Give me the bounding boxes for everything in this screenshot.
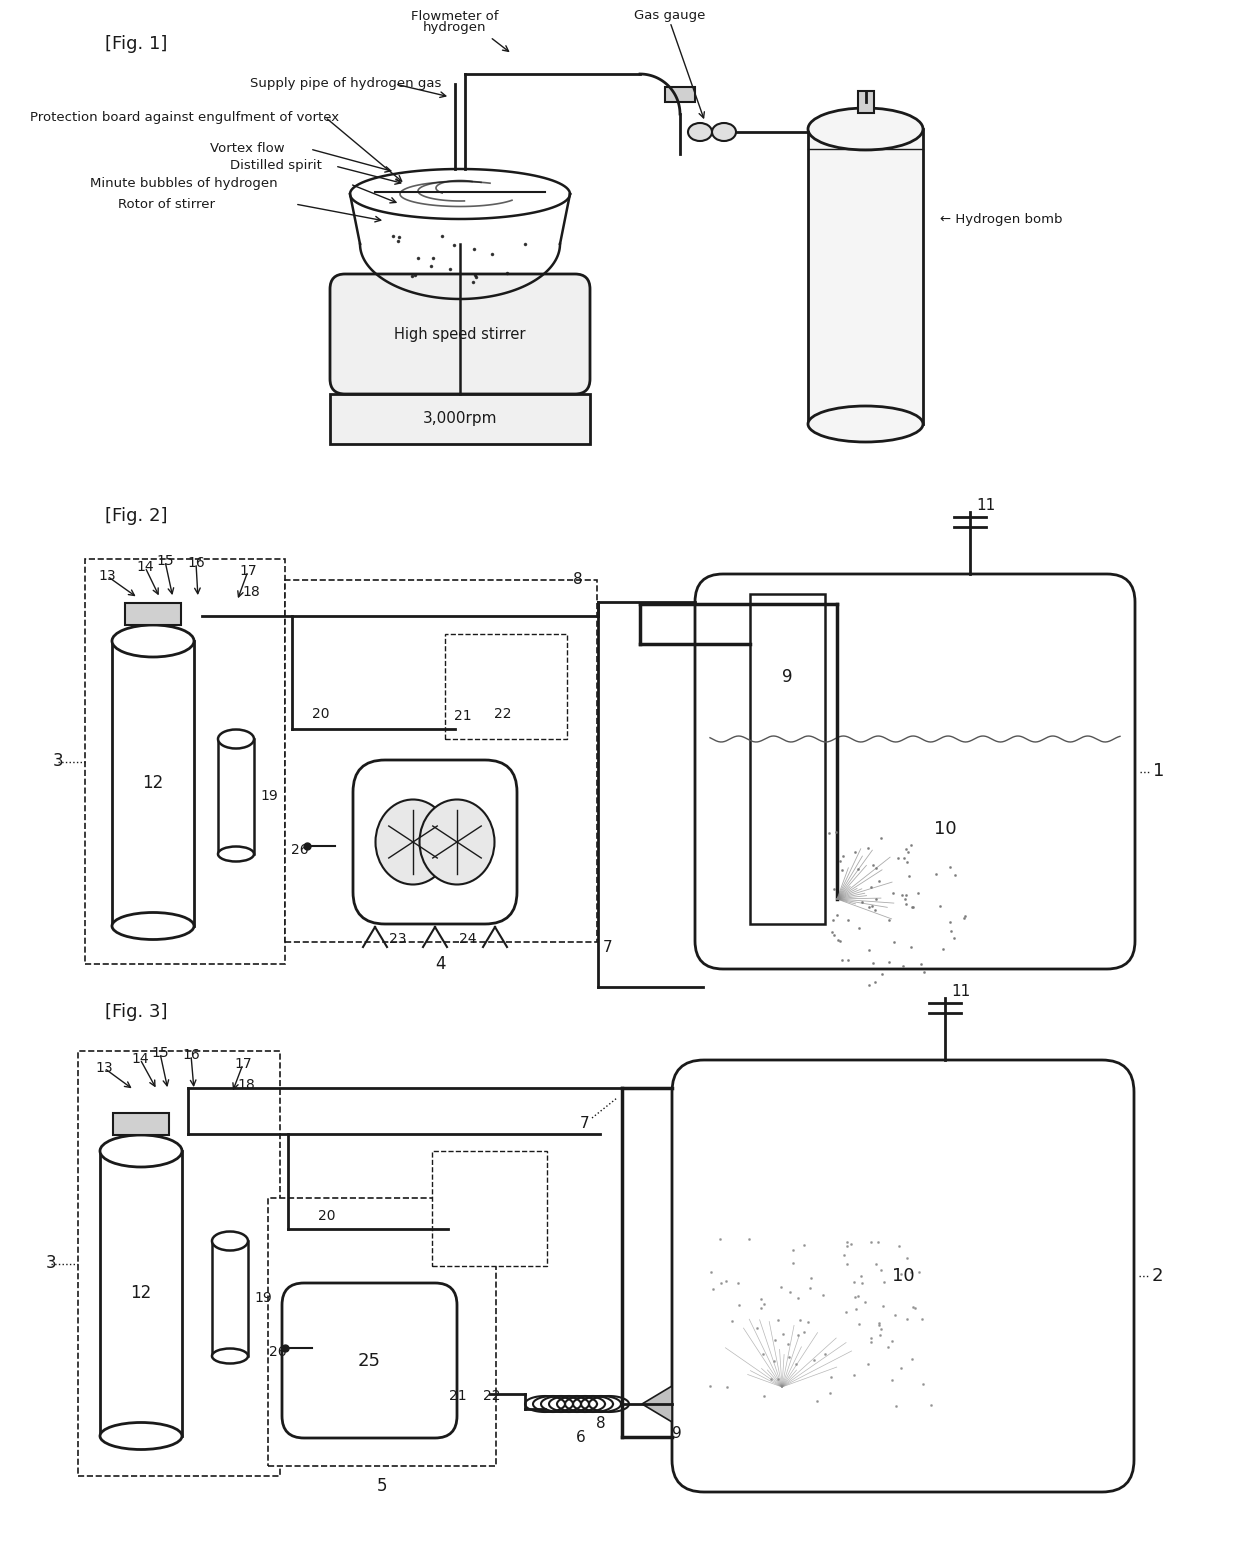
Bar: [432, 1151, 547, 1265]
Text: 26: 26: [269, 1345, 286, 1359]
Text: 14: 14: [136, 560, 154, 574]
Bar: [285, 580, 596, 942]
FancyBboxPatch shape: [330, 274, 590, 394]
Text: 24: 24: [459, 932, 476, 946]
Bar: [112, 641, 193, 926]
Text: 21: 21: [454, 708, 471, 723]
Text: Distilled spirit: Distilled spirit: [229, 160, 322, 172]
Text: 3,000rpm: 3,000rpm: [423, 411, 497, 427]
Bar: [808, 128, 923, 424]
Bar: [330, 394, 590, 444]
Text: 17: 17: [234, 1057, 252, 1071]
Ellipse shape: [100, 1135, 182, 1167]
FancyBboxPatch shape: [672, 1060, 1135, 1492]
Ellipse shape: [100, 1423, 182, 1450]
Text: Vortex flow: Vortex flow: [210, 142, 285, 155]
Text: hydrogen: hydrogen: [423, 22, 487, 34]
Text: Rotor of stirrer: Rotor of stirrer: [118, 197, 215, 211]
Text: 10: 10: [934, 820, 956, 838]
Bar: [858, 91, 873, 113]
Text: 10: 10: [892, 1267, 914, 1286]
Text: 23: 23: [389, 932, 407, 946]
Text: 13: 13: [95, 1060, 113, 1074]
Bar: [665, 88, 694, 102]
Bar: [268, 1198, 496, 1465]
Text: 18: 18: [242, 585, 260, 599]
Text: [Fig. 3]: [Fig. 3]: [105, 1003, 167, 1021]
Text: 15: 15: [151, 1046, 169, 1060]
Text: 22: 22: [484, 1389, 501, 1403]
Bar: [212, 1240, 248, 1356]
Text: 4: 4: [435, 956, 446, 973]
Text: 5: 5: [377, 1476, 387, 1495]
Text: 3: 3: [52, 752, 63, 771]
Text: 8: 8: [596, 1417, 605, 1431]
Text: 2: 2: [1152, 1267, 1163, 1286]
Text: 12: 12: [130, 1284, 151, 1303]
Ellipse shape: [419, 799, 495, 885]
Text: 25: 25: [358, 1351, 381, 1370]
Text: 15: 15: [156, 554, 174, 568]
Bar: [100, 1151, 182, 1436]
Ellipse shape: [212, 1231, 248, 1251]
Bar: [750, 594, 825, 924]
Text: 12: 12: [143, 774, 164, 793]
Text: 26: 26: [291, 843, 309, 857]
Ellipse shape: [808, 407, 923, 443]
Text: 17: 17: [239, 565, 257, 579]
Text: 8: 8: [573, 572, 583, 588]
Text: Protection board against engulfment of vortex: Protection board against engulfment of v…: [30, 111, 339, 124]
Text: 6: 6: [577, 1431, 585, 1445]
Text: Flowmeter of: Flowmeter of: [412, 9, 498, 22]
Ellipse shape: [218, 846, 254, 862]
Text: 13: 13: [98, 569, 115, 583]
FancyBboxPatch shape: [281, 1282, 458, 1437]
Text: 3: 3: [46, 1254, 56, 1273]
Text: 14: 14: [131, 1053, 149, 1067]
Text: [Fig. 1]: [Fig. 1]: [105, 34, 167, 53]
Text: 18: 18: [237, 1078, 255, 1092]
Text: 21: 21: [449, 1389, 466, 1403]
Text: 16: 16: [187, 555, 205, 569]
FancyBboxPatch shape: [694, 574, 1135, 970]
Ellipse shape: [808, 108, 923, 150]
Bar: [125, 604, 181, 626]
Text: 9: 9: [782, 668, 792, 685]
Text: [Fig. 2]: [Fig. 2]: [105, 507, 167, 526]
Text: 16: 16: [182, 1048, 200, 1062]
Bar: [86, 558, 285, 963]
Bar: [445, 633, 567, 740]
Text: 20: 20: [317, 1209, 336, 1223]
Text: High speed stirrer: High speed stirrer: [394, 327, 526, 341]
Text: 7: 7: [580, 1115, 590, 1131]
Text: 22: 22: [495, 707, 512, 721]
Text: 7: 7: [603, 940, 613, 954]
Bar: [218, 740, 254, 854]
Text: 19: 19: [260, 790, 278, 804]
Ellipse shape: [712, 124, 737, 141]
Text: Gas gauge: Gas gauge: [635, 9, 706, 22]
Text: 9: 9: [672, 1426, 682, 1442]
Bar: [78, 1051, 280, 1476]
FancyBboxPatch shape: [353, 760, 517, 924]
Ellipse shape: [688, 124, 712, 141]
Polygon shape: [642, 1386, 672, 1422]
Text: Supply pipe of hydrogen gas: Supply pipe of hydrogen gas: [250, 78, 441, 91]
Text: 11: 11: [976, 499, 996, 513]
Text: 19: 19: [254, 1292, 272, 1306]
Text: 1: 1: [1153, 763, 1164, 780]
Ellipse shape: [212, 1348, 248, 1364]
Text: 20: 20: [312, 707, 330, 721]
Text: Minute bubbles of hydrogen: Minute bubbles of hydrogen: [91, 177, 278, 191]
Ellipse shape: [218, 729, 254, 749]
Ellipse shape: [112, 626, 193, 657]
Ellipse shape: [112, 912, 193, 940]
Ellipse shape: [376, 799, 450, 885]
Text: ← Hydrogen bomb: ← Hydrogen bomb: [940, 213, 1063, 225]
Text: 11: 11: [951, 984, 970, 999]
Bar: [113, 1114, 169, 1135]
